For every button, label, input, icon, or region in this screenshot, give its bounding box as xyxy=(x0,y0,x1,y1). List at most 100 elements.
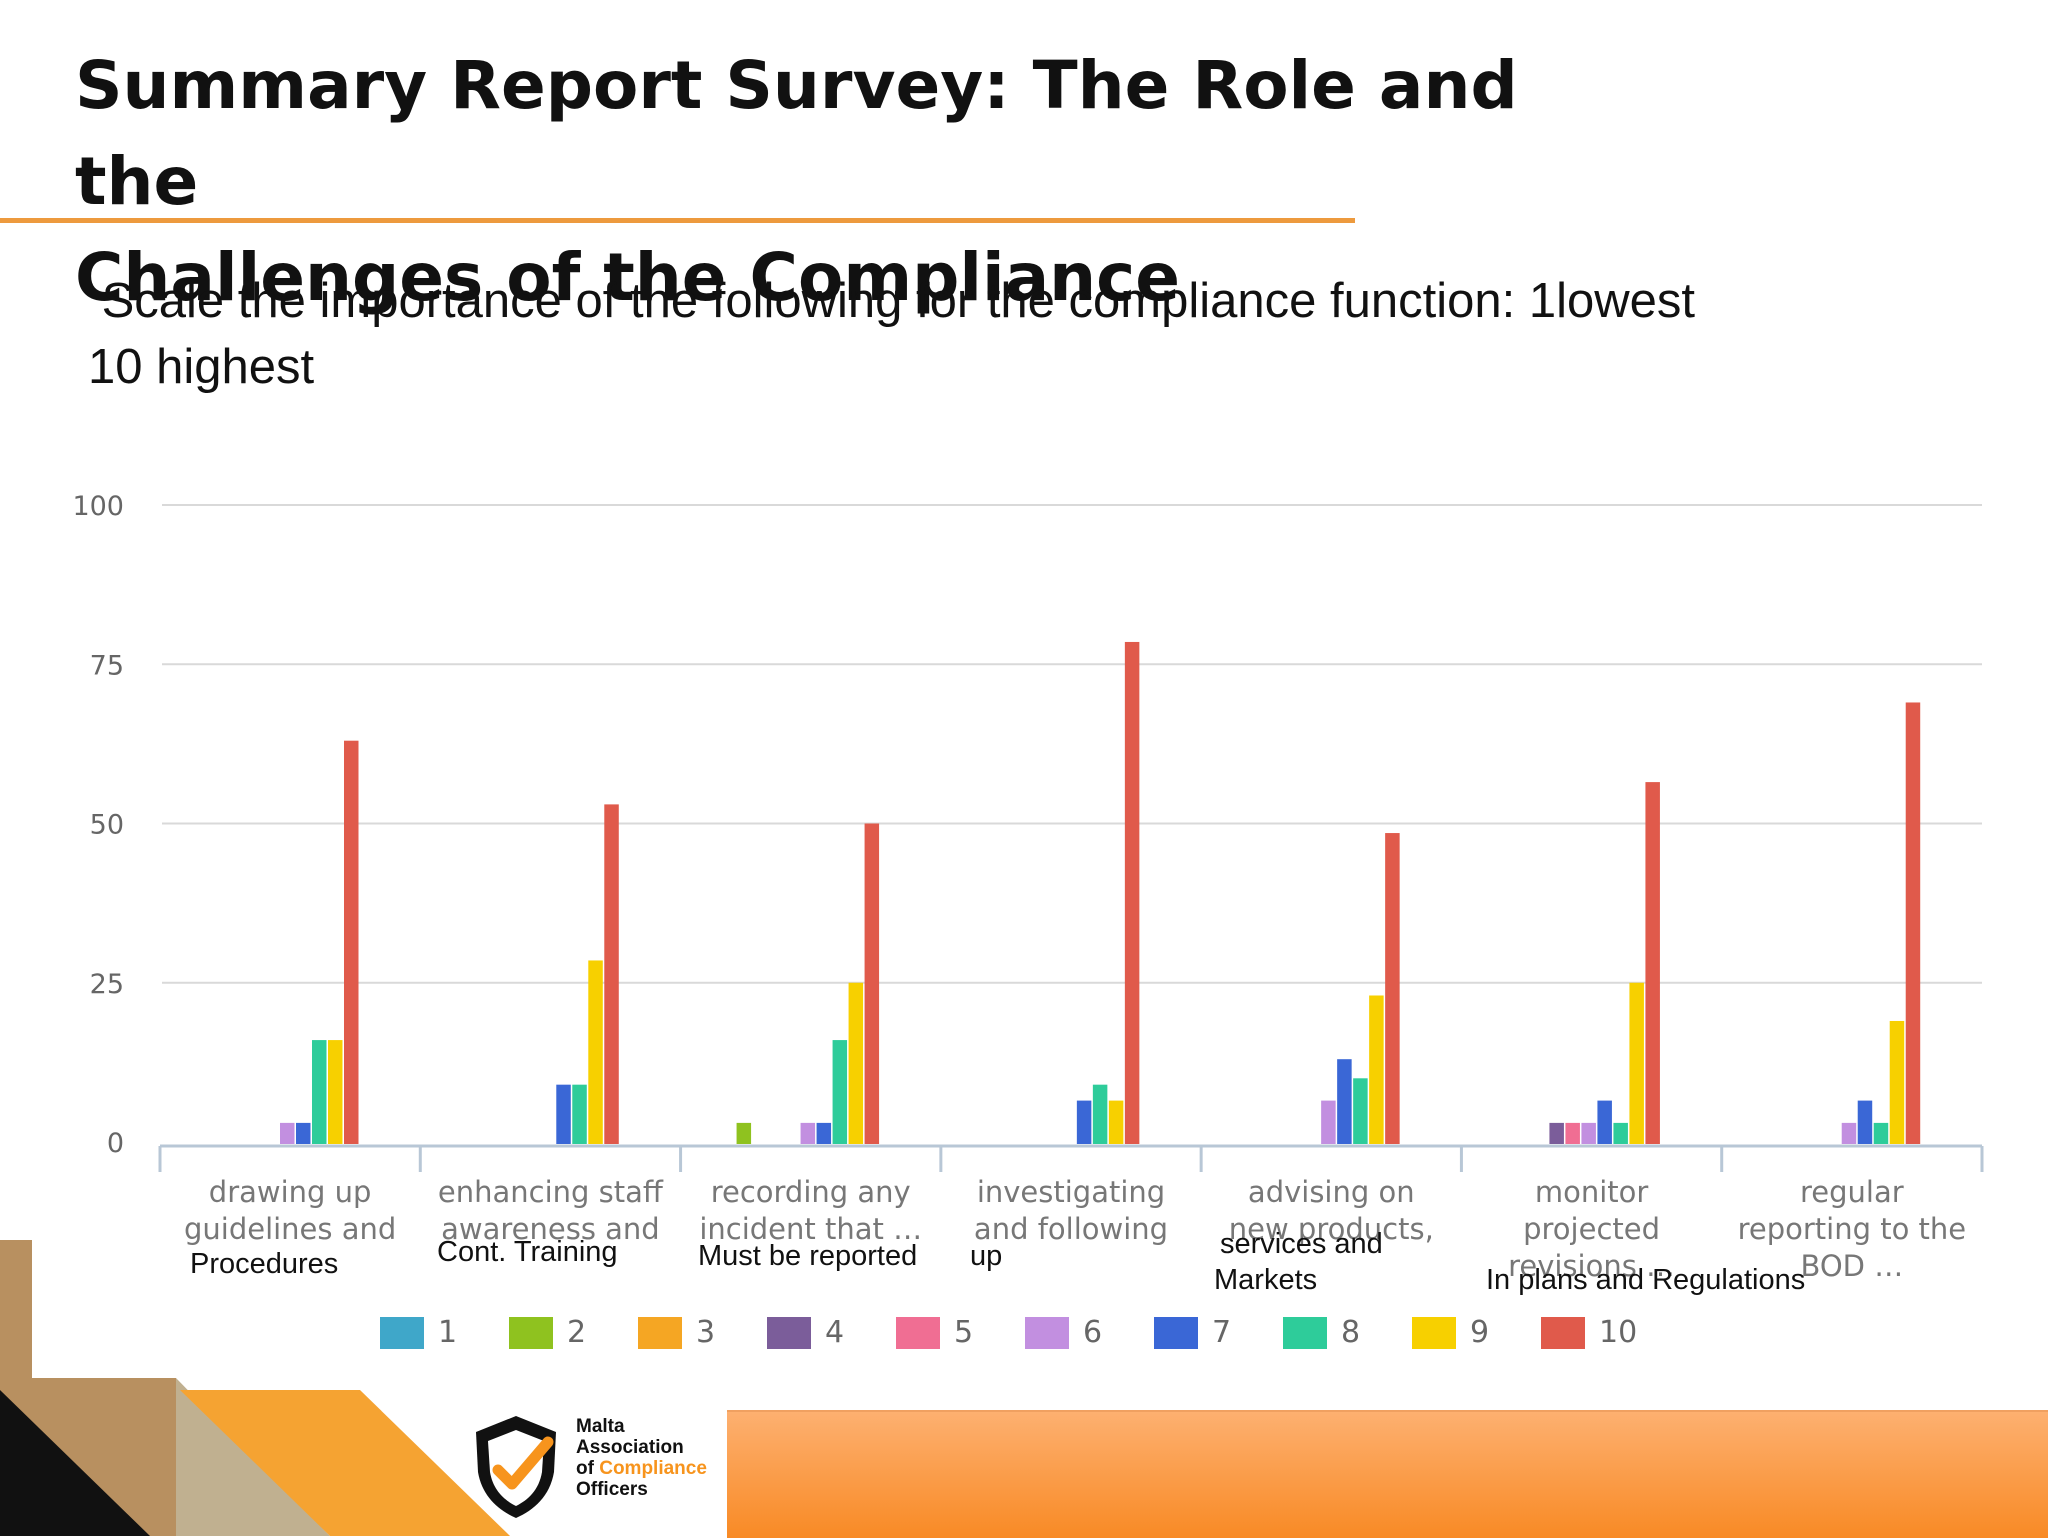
legend-label: 8 xyxy=(1341,1315,1361,1350)
bar-series-10 xyxy=(1645,782,1660,1144)
x-tick-label: investigating xyxy=(977,1175,1165,1209)
footer-orange-bar xyxy=(727,1410,2048,1538)
bar-series-9 xyxy=(588,960,603,1144)
x-tick-label: and following xyxy=(974,1212,1168,1246)
x-tick-label: drawing up xyxy=(209,1175,372,1209)
bar-series-10 xyxy=(864,823,880,1144)
bar-series-9 xyxy=(1369,995,1384,1144)
bar-series-7 xyxy=(556,1084,571,1144)
legend-swatch xyxy=(509,1316,553,1349)
maco-logo: Malta Association of Compliance Officers xyxy=(468,1408,728,1536)
bar-series-7 xyxy=(1337,1059,1352,1144)
legend-label: 5 xyxy=(954,1315,974,1350)
bar-series-10 xyxy=(604,804,619,1144)
bar-series-7 xyxy=(1597,1100,1612,1144)
bar-series-7 xyxy=(296,1122,311,1144)
y-tick-label: 50 xyxy=(90,810,124,841)
y-tick-label: 100 xyxy=(72,491,124,522)
bar-series-6 xyxy=(280,1122,295,1144)
bar-series-8 xyxy=(1353,1078,1368,1144)
slide-title: Summary Report Survey: The Role and the … xyxy=(75,38,1575,326)
bar-series-8 xyxy=(1613,1122,1628,1144)
legend-swatch xyxy=(1541,1316,1585,1349)
bar-series-7 xyxy=(1076,1100,1092,1144)
legend-item-6: 6 xyxy=(1025,1315,1154,1350)
bar-series-6 xyxy=(800,1122,816,1144)
legend-swatch xyxy=(1025,1316,1069,1349)
slide-subtitle: Scale the importance of the following fo… xyxy=(88,268,1888,400)
x-tick-label: new products, xyxy=(1229,1212,1434,1246)
deco-black-triangle xyxy=(0,1390,150,1536)
bar-series-6 xyxy=(1581,1122,1596,1144)
bar-series-8 xyxy=(832,1040,848,1144)
x-tick-label: reporting to the xyxy=(1738,1212,1967,1246)
x-tick-label: projected xyxy=(1523,1212,1660,1246)
x-tick-label: guidelines and xyxy=(184,1212,396,1246)
bar-series-9 xyxy=(1108,1100,1124,1144)
x-tick-label: revisions … xyxy=(1508,1249,1675,1283)
annotation-procedures: Procedures xyxy=(190,1248,339,1280)
annotation-must-be-reported: Must be reported xyxy=(698,1240,918,1272)
annotation-up: up xyxy=(970,1240,1003,1272)
bar-series-6 xyxy=(1841,1122,1857,1144)
legend-item-1: 1 xyxy=(380,1315,509,1350)
legend-item-3: 3 xyxy=(638,1315,767,1350)
subtitle-line1: Scale the importance of the following fo… xyxy=(88,274,1695,328)
y-tick-label: 25 xyxy=(90,969,124,1000)
legend-label: 9 xyxy=(1470,1315,1490,1350)
shield-check-icon xyxy=(476,1416,556,1518)
bar-series-9 xyxy=(328,1040,343,1144)
x-tick-label: recording any xyxy=(711,1175,911,1209)
bar-series-8 xyxy=(1092,1084,1108,1144)
legend-item-9: 9 xyxy=(1412,1315,1541,1350)
corner-decoration xyxy=(0,1240,510,1536)
bar-series-5 xyxy=(1565,1122,1580,1144)
logo-text: Malta Association of Compliance Officers xyxy=(576,1416,707,1500)
slide-title-line2: Challenges of the Compliance xyxy=(75,239,1180,316)
bar-series-8 xyxy=(572,1084,587,1144)
legend-item-8: 8 xyxy=(1283,1315,1412,1350)
legend-item-10: 10 xyxy=(1541,1315,1670,1350)
x-tick-label: enhancing staff xyxy=(438,1175,664,1209)
bar-series-10 xyxy=(1124,641,1140,1144)
logo-line1: Malta xyxy=(576,1416,625,1437)
logo-line3a: of xyxy=(576,1458,600,1479)
slide-title-line1: Summary Report Survey: The Role and the xyxy=(75,47,1518,220)
x-tick-label: advising on xyxy=(1248,1175,1415,1209)
bar-series-10 xyxy=(1905,702,1921,1144)
bar-series-8 xyxy=(312,1040,327,1144)
legend-swatch xyxy=(1154,1316,1198,1349)
legend-item-5: 5 xyxy=(896,1315,1025,1350)
chart-legend: 1 2 3 4 5 6 7 8 9 10 xyxy=(380,1315,1670,1350)
bar-series-8 xyxy=(1873,1122,1889,1144)
bar-series-10 xyxy=(1385,833,1400,1144)
legend-swatch xyxy=(638,1316,682,1349)
legend-label: 2 xyxy=(567,1315,587,1350)
legend-swatch xyxy=(896,1316,940,1349)
logo-line2: Association xyxy=(576,1437,684,1458)
logo-line3b: Compliance xyxy=(599,1458,707,1479)
logo-line4: Officers xyxy=(576,1479,648,1500)
legend-label: 10 xyxy=(1599,1315,1638,1350)
bar-series-2 xyxy=(736,1122,752,1144)
annotation-in-plans-and-regulations: In plans and Regulations xyxy=(1486,1264,1806,1296)
legend-item-2: 2 xyxy=(509,1315,638,1350)
bar-series-7 xyxy=(816,1122,832,1144)
deco-orange-stripe xyxy=(180,1390,510,1536)
legend-label: 3 xyxy=(696,1315,716,1350)
x-tick-label: incident that … xyxy=(699,1212,922,1246)
title-underline xyxy=(0,218,1355,223)
annotation-services-and: services and xyxy=(1220,1228,1383,1260)
legend-label: 4 xyxy=(825,1315,845,1350)
legend-swatch xyxy=(767,1316,811,1349)
y-tick-label: 0 xyxy=(107,1128,124,1159)
bar-series-9 xyxy=(1889,1020,1905,1144)
subtitle-line2: 10 highest xyxy=(88,340,315,394)
x-tick-label: regular xyxy=(1800,1175,1904,1209)
bar-series-7 xyxy=(1857,1100,1873,1144)
bar-series-4 xyxy=(1549,1122,1564,1144)
legend-swatch xyxy=(1283,1316,1327,1349)
legend-label: 7 xyxy=(1212,1315,1232,1350)
legend-swatch xyxy=(1412,1316,1456,1349)
